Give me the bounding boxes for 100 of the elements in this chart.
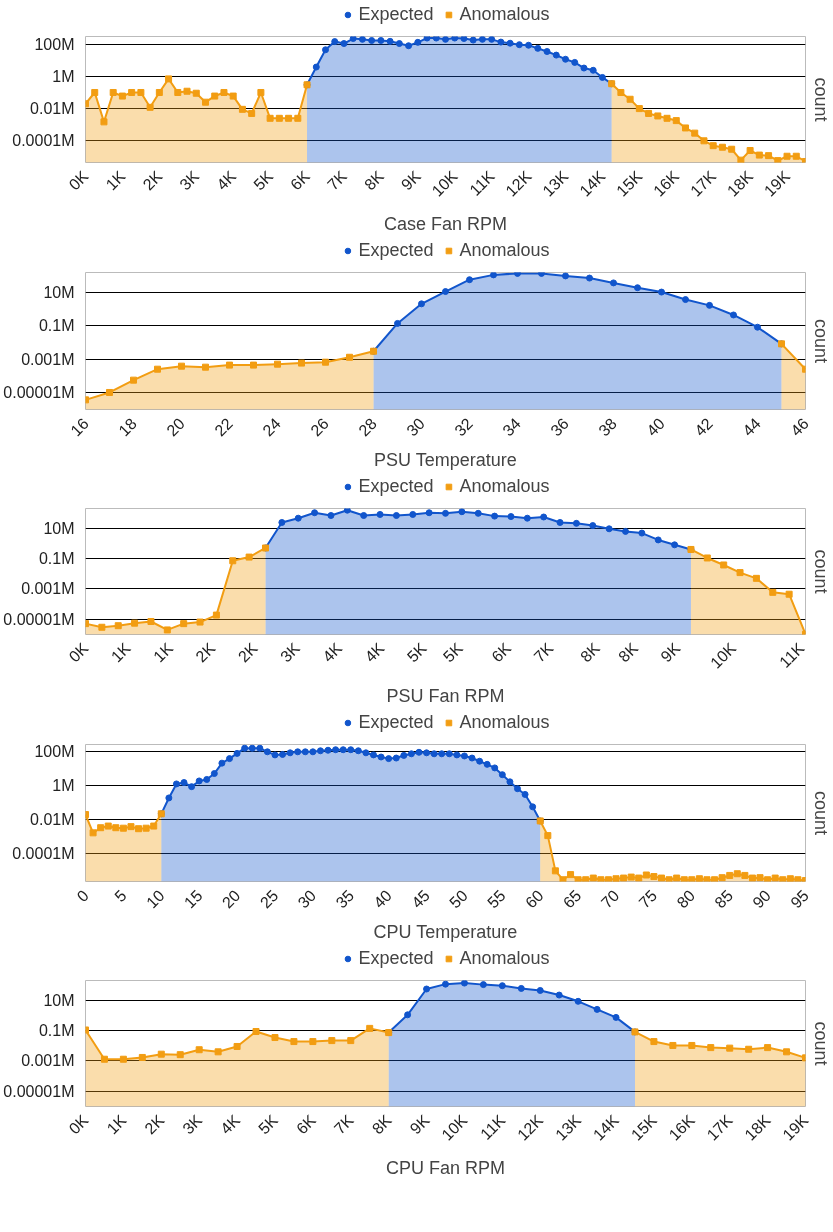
point <box>100 1055 108 1063</box>
y-tick-label: 0.001M <box>21 350 75 368</box>
point <box>672 117 680 125</box>
x-tick-label: 1K <box>150 639 177 666</box>
point <box>515 41 523 49</box>
x-tick-label: 18K <box>723 167 757 200</box>
point <box>746 147 754 155</box>
legend-label: Anomalous <box>459 239 550 261</box>
x-tick-label: 14K <box>589 1111 623 1144</box>
y-axis-title: count <box>810 77 831 122</box>
point <box>589 874 597 882</box>
point <box>536 986 544 994</box>
point <box>442 288 449 296</box>
point <box>210 770 218 778</box>
point <box>165 75 173 83</box>
point <box>248 744 256 752</box>
point <box>174 89 182 96</box>
point <box>343 508 351 514</box>
point <box>774 157 782 163</box>
point <box>142 824 150 832</box>
y-tick-label: 10M <box>43 519 75 537</box>
point <box>298 359 305 367</box>
point <box>109 89 117 96</box>
point <box>214 1048 222 1056</box>
x-tick-label: 8K <box>361 167 388 194</box>
point <box>203 775 211 783</box>
point <box>534 44 542 52</box>
point <box>567 871 575 879</box>
x-axis-title: PSU Temperature <box>373 449 517 470</box>
x-tick-label: 60 <box>522 886 547 912</box>
point <box>211 92 219 100</box>
point <box>385 755 393 763</box>
point <box>257 89 265 96</box>
point <box>423 985 431 993</box>
point <box>218 759 226 767</box>
x-tick-label: 7K <box>324 167 351 194</box>
point <box>256 744 264 752</box>
x-tick-label: 6K <box>293 1111 320 1138</box>
point <box>279 750 287 758</box>
x-tick-label: 20 <box>163 414 188 440</box>
point <box>294 748 302 756</box>
point <box>695 875 703 882</box>
x-tick-label: 16K <box>665 1111 699 1144</box>
point <box>792 152 800 160</box>
x-tick-label: 50 <box>446 886 471 912</box>
point <box>707 1044 715 1052</box>
point <box>622 527 629 535</box>
x-tick-label: 80 <box>673 886 699 912</box>
x-tick-label: 90 <box>749 886 775 912</box>
point <box>316 747 324 755</box>
x-tick-label: 16K <box>650 167 683 200</box>
y-tick-label: 10M <box>43 284 75 302</box>
point <box>229 557 237 565</box>
point <box>483 760 491 768</box>
point <box>543 48 551 56</box>
point <box>360 512 368 520</box>
point <box>347 746 355 754</box>
point <box>286 749 294 757</box>
point <box>138 1053 146 1061</box>
point <box>765 152 773 160</box>
point <box>582 876 590 882</box>
x-tick-label: 16 <box>67 414 92 440</box>
point <box>119 1055 127 1063</box>
point <box>752 574 760 582</box>
point <box>469 36 477 44</box>
point <box>165 794 173 802</box>
point <box>562 55 569 63</box>
point <box>764 876 772 882</box>
point <box>370 751 377 759</box>
point <box>202 98 209 106</box>
point <box>442 980 449 988</box>
point <box>460 752 468 760</box>
x-tick-label: 42 <box>691 414 716 440</box>
point <box>572 519 580 527</box>
y-tick-label: 100M <box>34 742 75 760</box>
point <box>580 64 588 72</box>
x-tick-label: 5 <box>111 886 130 906</box>
point <box>220 89 228 96</box>
point <box>366 1024 374 1032</box>
point <box>135 825 143 833</box>
x-tick-label: 8K <box>577 639 604 666</box>
point <box>347 1037 355 1045</box>
point <box>726 871 734 879</box>
point <box>250 361 257 369</box>
point <box>146 103 154 111</box>
y-tick-label: 0.1M <box>38 550 75 568</box>
point <box>98 623 106 631</box>
y-tick-label: 100M <box>34 35 75 53</box>
y-tick-label: 0.0001M <box>12 844 75 862</box>
x-tick-label: 2K <box>234 639 261 666</box>
point <box>100 118 108 126</box>
point <box>271 751 279 759</box>
x-tick-label: 11K <box>776 639 808 671</box>
point <box>332 746 340 754</box>
x-tick-label: 14K <box>576 167 609 200</box>
point <box>538 272 545 277</box>
point <box>626 95 634 103</box>
x-tick-label: 38 <box>595 414 620 440</box>
point <box>91 89 99 96</box>
point <box>322 46 329 54</box>
